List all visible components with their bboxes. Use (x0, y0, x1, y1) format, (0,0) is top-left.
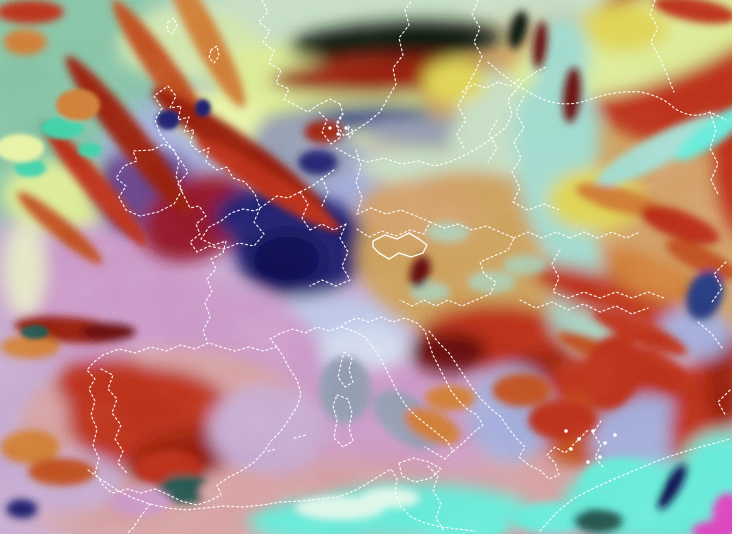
border-france-east-switzerland (309, 223, 351, 287)
border-faroe-islands (166, 17, 178, 35)
island-dot (591, 429, 595, 433)
island-dot (586, 460, 590, 464)
border-italy (340, 316, 484, 460)
border-tunisia-east (427, 465, 445, 532)
border-denmark (318, 111, 355, 145)
island-dot (328, 126, 332, 130)
border-sicily (398, 457, 442, 483)
border-ireland (115, 143, 183, 217)
border-austria (372, 232, 428, 260)
border-corsica (337, 351, 354, 388)
border-turkey-west-coast (592, 420, 604, 468)
border-baltic-coast (335, 65, 549, 167)
island-dot (336, 132, 340, 136)
island-dot (569, 447, 573, 451)
island-dot (344, 126, 348, 130)
border-turkey-south-coast (539, 438, 731, 532)
border-germany-poland-czech (355, 149, 431, 238)
border-portugal-spain (100, 368, 128, 474)
border-channel-and-france-coast (200, 169, 335, 344)
island-dot (613, 433, 617, 437)
border-hungary-balkans (399, 221, 571, 307)
country-borders-overlay (86, 0, 731, 534)
border-shetland-islands (208, 45, 220, 64)
island-dot (603, 441, 607, 445)
border-iberia-coast (86, 326, 342, 506)
border-pyrenees (208, 342, 278, 352)
border-sweden-coast (336, 0, 413, 137)
border-norway-coast (258, 0, 341, 113)
aegean-island-dots (328, 126, 617, 464)
border-romania-ukraine (519, 231, 665, 315)
border-finland (461, 0, 522, 93)
border-north-africa-coast (87, 468, 476, 534)
border-benelux-germany (299, 177, 347, 231)
island-dot (564, 429, 568, 433)
border-right-edge-fragments (697, 261, 731, 417)
border-balearics (267, 434, 307, 452)
island-dot (598, 455, 602, 459)
island-dot (577, 437, 581, 441)
border-belarus-poland-loops (456, 91, 561, 211)
border-sardinia (332, 394, 354, 448)
border-eastern-russia-ukraine (487, 0, 727, 197)
